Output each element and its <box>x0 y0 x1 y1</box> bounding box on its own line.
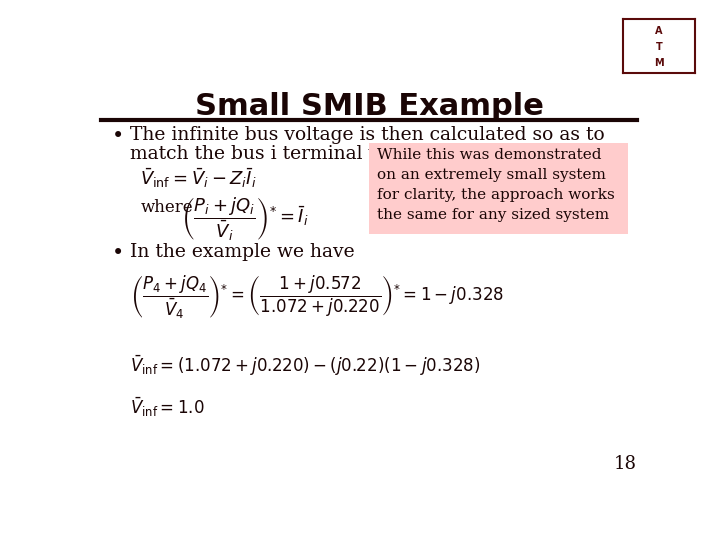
Text: 18: 18 <box>614 455 637 473</box>
Text: •: • <box>112 244 124 264</box>
Text: $\bar{V}_{\mathrm{inf}} = \bar{V}_i - Z_i\bar{I}_i$: $\bar{V}_{\mathrm{inf}} = \bar{V}_i - Z_… <box>140 166 257 190</box>
Text: $\bar{V}_{\mathrm{inf}} = (1.072 + j0.220) - (j0.22)(1 - j0.328)$: $\bar{V}_{\mathrm{inf}} = (1.072 + j0.22… <box>130 354 481 378</box>
FancyBboxPatch shape <box>369 143 628 234</box>
Text: match the bus i terminal voltage and current: match the bus i terminal voltage and cur… <box>130 145 555 163</box>
Text: •: • <box>112 126 124 146</box>
Text: where: where <box>140 199 193 216</box>
Text: T: T <box>655 42 662 52</box>
Text: In the example we have: In the example we have <box>130 244 355 261</box>
Text: $\bar{V}_{\mathrm{inf}} = 1.0$: $\bar{V}_{\mathrm{inf}} = 1.0$ <box>130 396 204 420</box>
Text: A: A <box>655 26 662 36</box>
Text: The infinite bus voltage is then calculated so as to: The infinite bus voltage is then calcula… <box>130 126 605 144</box>
Text: $\left(\dfrac{P_4 + jQ_4}{\bar{V}_4}\right)^{*} = \left(\dfrac{1 + j0.572}{1.072: $\left(\dfrac{P_4 + jQ_4}{\bar{V}_4}\rig… <box>130 273 504 320</box>
Text: $\left(\dfrac{P_i + jQ_i}{\bar{V}_i}\right)^{*} = \bar{I}_i$: $\left(\dfrac{P_i + jQ_i}{\bar{V}_i}\rig… <box>181 195 310 243</box>
Text: While this was demonstrated
on an extremely small system
for clarity, the approa: While this was demonstrated on an extrem… <box>377 148 614 222</box>
Text: Small SMIB Example: Small SMIB Example <box>194 92 544 121</box>
Text: M: M <box>654 58 664 68</box>
